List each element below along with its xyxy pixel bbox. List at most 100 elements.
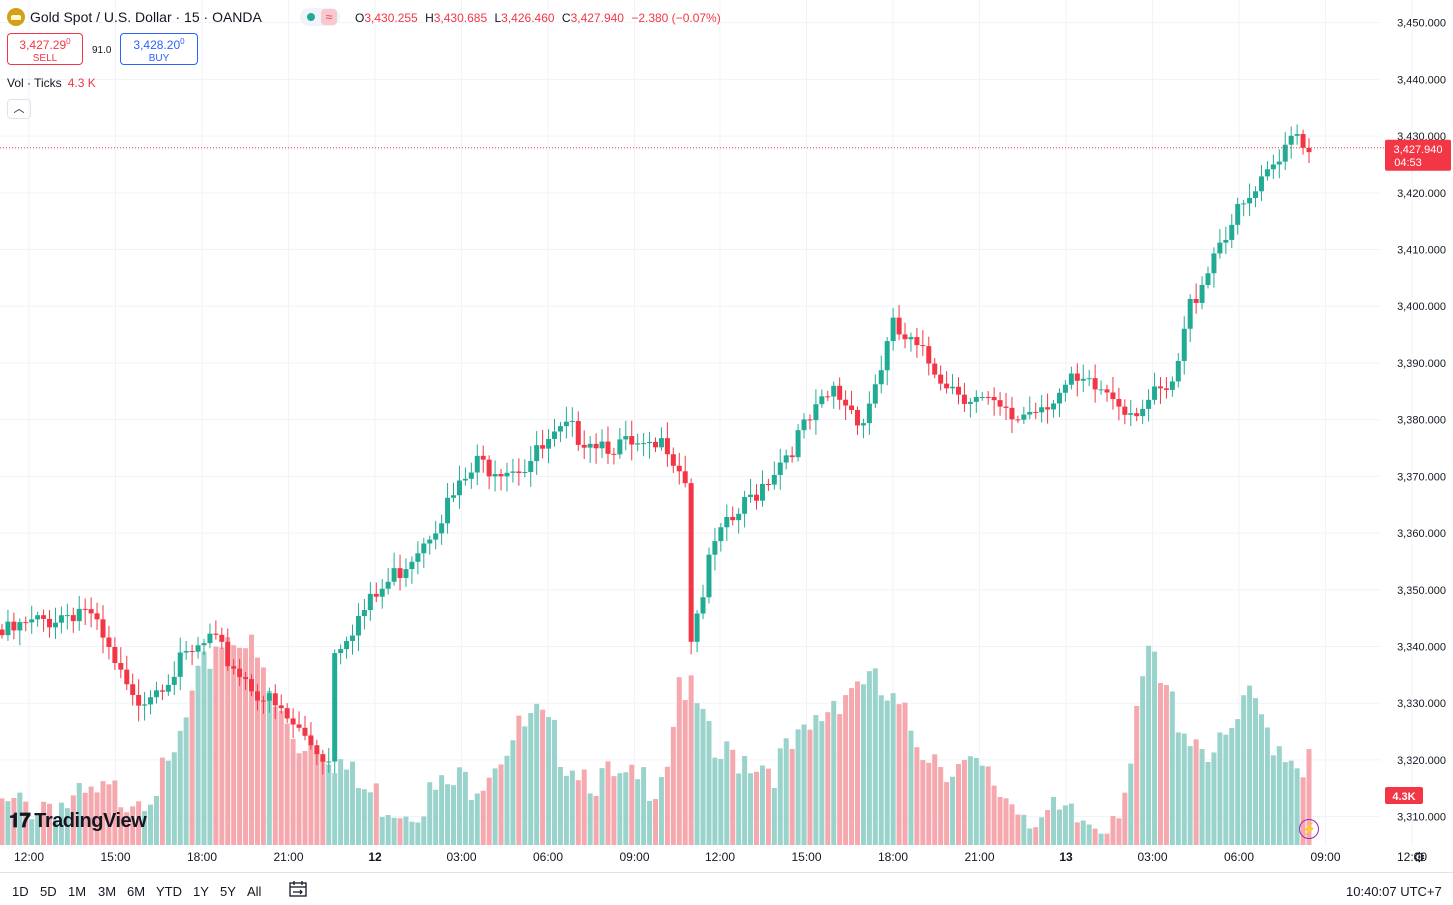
candle-body xyxy=(17,622,23,631)
tradingview-logo[interactable]: 𝟏𝟕 TradingView xyxy=(9,810,147,833)
candle xyxy=(557,421,563,443)
candle-body xyxy=(1258,176,1264,192)
candle xyxy=(76,596,82,631)
candle xyxy=(789,446,795,463)
range-5y-button[interactable]: 5Y xyxy=(220,884,236,899)
volume-bar xyxy=(926,762,932,845)
candle xyxy=(361,599,367,630)
candle xyxy=(1157,377,1163,404)
candle-body xyxy=(569,421,575,423)
volume-bar xyxy=(730,749,736,845)
candle xyxy=(753,484,759,510)
market-status-pill[interactable]: ≈ xyxy=(300,8,340,26)
volume-bar xyxy=(272,706,278,845)
volume-bar xyxy=(546,717,552,845)
volume-bar xyxy=(391,817,397,845)
candle xyxy=(647,431,653,459)
candle xyxy=(730,506,736,526)
candle xyxy=(1021,406,1027,425)
candle-body xyxy=(908,337,914,340)
candle xyxy=(1098,380,1104,395)
range-all-button[interactable]: All xyxy=(247,884,262,899)
candle-body xyxy=(1140,408,1146,417)
volume-bar xyxy=(902,702,908,845)
candle xyxy=(272,684,278,720)
candle xyxy=(540,429,546,459)
candle-body xyxy=(712,541,718,555)
candle-body xyxy=(1146,399,1152,409)
candle-body xyxy=(130,684,136,695)
change-value: −2.380 (−0.07%) xyxy=(631,11,721,25)
x-tick-label: 12:00 xyxy=(14,850,44,864)
candle xyxy=(872,374,878,409)
volume-bar xyxy=(694,703,700,845)
buy-button[interactable]: 3,428.200 BUY xyxy=(120,33,198,65)
volume-bar xyxy=(540,709,546,845)
candle-body xyxy=(1282,144,1288,162)
range-1d-button[interactable]: 1D xyxy=(12,884,29,899)
candle-body xyxy=(433,533,439,540)
candle-body xyxy=(510,471,516,473)
sell-button[interactable]: 3,427.290 SELL xyxy=(7,33,83,65)
volume-bar xyxy=(884,700,890,845)
volume-bar xyxy=(1205,761,1211,845)
candle-body xyxy=(694,613,700,642)
candle-body xyxy=(177,652,183,677)
collapse-legend-button[interactable]: ︿ xyxy=(7,99,31,119)
volume-bar xyxy=(807,729,813,845)
volume-bar xyxy=(17,792,23,845)
volume-bar xyxy=(58,802,64,845)
candle-body xyxy=(462,478,468,481)
calendar-range-icon[interactable] xyxy=(289,881,307,897)
range-1y-button[interactable]: 1Y xyxy=(193,884,209,899)
candle xyxy=(35,611,41,627)
volume-bar xyxy=(1039,817,1045,845)
volume-bar xyxy=(64,808,70,845)
volume-bar xyxy=(854,681,860,845)
volume-bar xyxy=(1051,796,1057,845)
candle xyxy=(1229,214,1235,248)
volume-bar xyxy=(403,816,409,845)
range-ytd-button[interactable]: YTD xyxy=(156,884,182,899)
range-1m-button[interactable]: 1M xyxy=(68,884,87,899)
lightning-icon[interactable]: ⚡ xyxy=(1299,819,1319,839)
volume-bar xyxy=(1056,809,1062,845)
range-5d-button[interactable]: 5D xyxy=(40,884,57,899)
candle xyxy=(831,381,837,409)
candle-body xyxy=(296,724,302,728)
candle-body xyxy=(825,396,831,398)
y-tick-label: 3,360.000 xyxy=(1397,528,1446,540)
candle-body xyxy=(973,397,979,402)
volume-bar xyxy=(415,822,421,845)
candle xyxy=(308,722,314,750)
volume-bar xyxy=(320,760,326,845)
utc-clock[interactable]: 10:40:07 UTC+7 xyxy=(1346,884,1442,899)
candle-body xyxy=(5,621,11,636)
candle xyxy=(997,392,1003,416)
candle xyxy=(991,387,997,416)
candle xyxy=(278,694,284,714)
candle-body xyxy=(1062,384,1068,393)
candle xyxy=(1211,247,1217,288)
candle xyxy=(563,406,569,439)
candle xyxy=(207,623,213,649)
candle xyxy=(825,390,831,401)
candle-body xyxy=(254,691,260,701)
candle xyxy=(397,554,403,591)
countdown-label: 04:53 xyxy=(1394,157,1422,169)
volume-bar xyxy=(332,773,338,845)
x-tick-label: 15:00 xyxy=(791,850,821,864)
candle-body xyxy=(742,497,748,514)
candle-body xyxy=(94,613,100,620)
volume-bar xyxy=(1140,676,1146,845)
candle-body xyxy=(1175,360,1181,382)
volume-legend[interactable]: Vol · Ticks 4.3 K xyxy=(7,76,96,90)
candle xyxy=(1241,199,1247,217)
gear-icon[interactable]: ⚙ xyxy=(1413,849,1426,865)
symbol-title[interactable]: Gold Spot / U.S. Dollar · 15 · OANDA xyxy=(30,9,262,25)
range-6m-button[interactable]: 6M xyxy=(127,884,146,899)
volume-bar xyxy=(118,807,124,845)
volume-bar xyxy=(367,792,373,845)
range-3m-button[interactable]: 3M xyxy=(98,884,117,899)
